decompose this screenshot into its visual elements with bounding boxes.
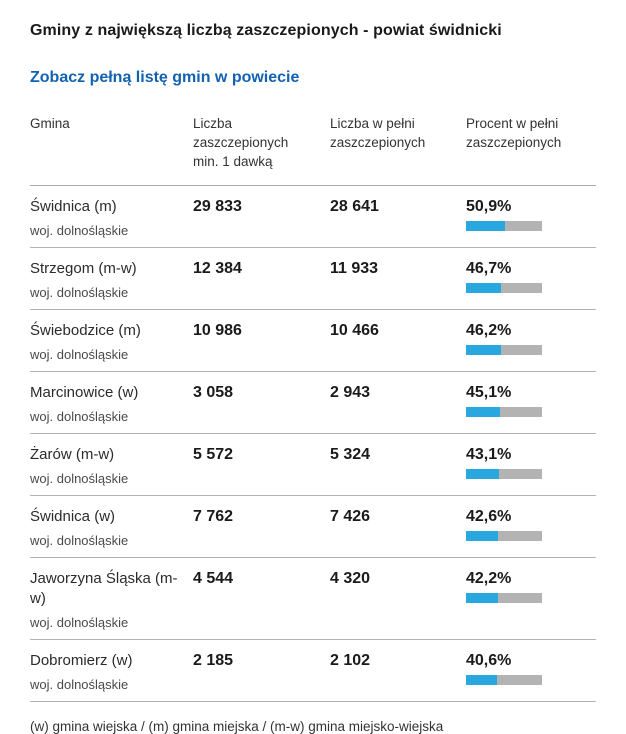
percent-bar-track (466, 675, 542, 685)
table-row: Jaworzyna Śląska (m-w) woj. dolnośląskie… (30, 558, 596, 640)
vaccinated-min-1-dose-value: 3 058 (193, 384, 234, 401)
percent-bar-track (466, 221, 542, 231)
column-header-gmina: Gmina (30, 116, 70, 131)
percent-fully-vaccinated-label: 46,7% (466, 260, 512, 277)
gmina-cell: Żarów (m-w) woj. dolnośląskie (30, 445, 193, 486)
gmina-region: woj. dolnośląskie (30, 677, 129, 692)
gmina-cell: Dobromierz (w) woj. dolnośląskie (30, 651, 193, 692)
percent-cell: 46,2% (466, 321, 596, 355)
vaccinated-min-1-dose-value: 4 544 (193, 570, 234, 587)
percent-fully-vaccinated-label: 42,2% (466, 570, 512, 587)
gmina-cell: Świdnica (w) woj. dolnośląskie (30, 507, 193, 548)
gmina-name: Dobromierz (w) (30, 652, 133, 669)
vaccinated-min-1-dose-value: 29 833 (193, 198, 242, 215)
percent-bar-fill (466, 345, 502, 355)
percent-bar-track (466, 407, 542, 417)
percent-fully-vaccinated-label: 46,2% (466, 322, 512, 339)
vaccinated-min-1-dose-value: 12 384 (193, 260, 242, 277)
percent-bar-fill (466, 407, 501, 417)
percent-cell: 42,6% (466, 507, 596, 541)
percent-bar-fill (466, 221, 505, 231)
gmina-cell: Świebodzice (m) woj. dolnośląskie (30, 321, 193, 362)
fully-vaccinated-value: 4 320 (330, 570, 371, 587)
percent-cell: 42,2% (466, 569, 596, 603)
table-row: Świdnica (m) woj. dolnośląskie 29 833 28… (30, 186, 596, 248)
table-row: Marcinowice (w) woj. dolnośląskie 3 058 … (30, 372, 596, 434)
gmina-cell: Marcinowice (w) woj. dolnośląskie (30, 383, 193, 424)
vaccinated-min-1-dose-value: 7 762 (193, 508, 234, 525)
gmina-region: woj. dolnośląskie (30, 615, 129, 630)
percent-cell: 45,1% (466, 383, 596, 417)
gmina-name: Świdnica (m) (30, 198, 117, 215)
percent-bar-track (466, 345, 542, 355)
percent-cell: 43,1% (466, 445, 596, 479)
gmina-name: Strzegom (m-w) (30, 260, 137, 277)
percent-bar-track (466, 531, 542, 541)
gmina-name: Jaworzyna Śląska (m-w) (30, 570, 178, 607)
gmina-name: Świdnica (w) (30, 508, 116, 525)
percent-bar-track (466, 283, 542, 293)
vaccinated-min-1-dose-value: 2 185 (193, 652, 234, 669)
percent-bar-fill (466, 469, 499, 479)
percent-fully-vaccinated-label: 42,6% (466, 508, 512, 525)
column-header-fully-vaccinated: Liczba w pełni zaszczepionych (330, 116, 426, 150)
percent-bar-fill (466, 531, 499, 541)
gmina-region: woj. dolnośląskie (30, 533, 129, 548)
fully-vaccinated-value: 2 102 (330, 652, 371, 669)
vaccinated-min-1-dose-value: 10 986 (193, 322, 242, 339)
fully-vaccinated-value: 2 943 (330, 384, 371, 401)
gmina-cell: Świdnica (m) woj. dolnośląskie (30, 197, 193, 238)
fully-vaccinated-value: 7 426 (330, 508, 371, 525)
gmina-cell: Jaworzyna Śląska (m-w) woj. dolnośląskie (30, 569, 193, 630)
page-title: Gminy z największą liczbą zaszczepionych… (30, 22, 502, 39)
percent-fully-vaccinated-label: 50,9% (466, 198, 512, 215)
table-row: Żarów (m-w) woj. dolnośląskie 5 572 5 32… (30, 434, 596, 496)
fully-vaccinated-value: 28 641 (330, 198, 379, 215)
column-header-min-1-dose: Liczba zaszczepionych min. 1 dawką (193, 116, 289, 169)
gmina-name: Żarów (m-w) (30, 446, 115, 463)
percent-fully-vaccinated-label: 40,6% (466, 652, 512, 669)
gmina-region: woj. dolnośląskie (30, 471, 129, 486)
footnote: (w) gmina wiejska / (m) gmina miejska / … (30, 719, 444, 734)
fully-vaccinated-value: 11 933 (330, 260, 379, 277)
column-header-percent-fully: Procent w pełni zaszczepionych (466, 116, 562, 150)
gmina-name: Marcinowice (w) (30, 384, 139, 401)
table-row: Dobromierz (w) woj. dolnośląskie 2 185 2… (30, 640, 596, 702)
percent-fully-vaccinated-label: 43,1% (466, 446, 512, 463)
percent-bar-track (466, 593, 542, 603)
table-row: Świebodzice (m) woj. dolnośląskie 10 986… (30, 310, 596, 372)
gmina-region: woj. dolnośląskie (30, 347, 129, 362)
vaccinated-min-1-dose-value: 5 572 (193, 446, 234, 463)
percent-cell: 40,6% (466, 651, 596, 685)
table-body: Świdnica (m) woj. dolnośląskie 29 833 28… (30, 186, 596, 702)
table-row: Świdnica (w) woj. dolnośląskie 7 762 7 4… (30, 496, 596, 558)
table-header-row: Gmina Liczba zaszczepionych min. 1 dawką… (30, 114, 596, 186)
gmina-region: woj. dolnośląskie (30, 409, 129, 424)
percent-cell: 50,9% (466, 197, 596, 231)
gmina-cell: Strzegom (m-w) woj. dolnośląskie (30, 259, 193, 300)
percent-bar-track (466, 469, 542, 479)
gmina-name: Świebodzice (m) (30, 322, 141, 339)
full-list-link[interactable]: Zobacz pełną listę gmin w powiecie (30, 69, 300, 86)
gmina-region: woj. dolnośląskie (30, 223, 129, 238)
percent-cell: 46,7% (466, 259, 596, 293)
fully-vaccinated-value: 5 324 (330, 446, 371, 463)
percent-fully-vaccinated-label: 45,1% (466, 384, 512, 401)
percent-bar-fill (466, 283, 502, 293)
percent-bar-fill (466, 593, 499, 603)
table-row: Strzegom (m-w) woj. dolnośląskie 12 384 … (30, 248, 596, 310)
gmina-region: woj. dolnośląskie (30, 285, 129, 300)
fully-vaccinated-value: 10 466 (330, 322, 379, 339)
percent-bar-fill (466, 675, 497, 685)
